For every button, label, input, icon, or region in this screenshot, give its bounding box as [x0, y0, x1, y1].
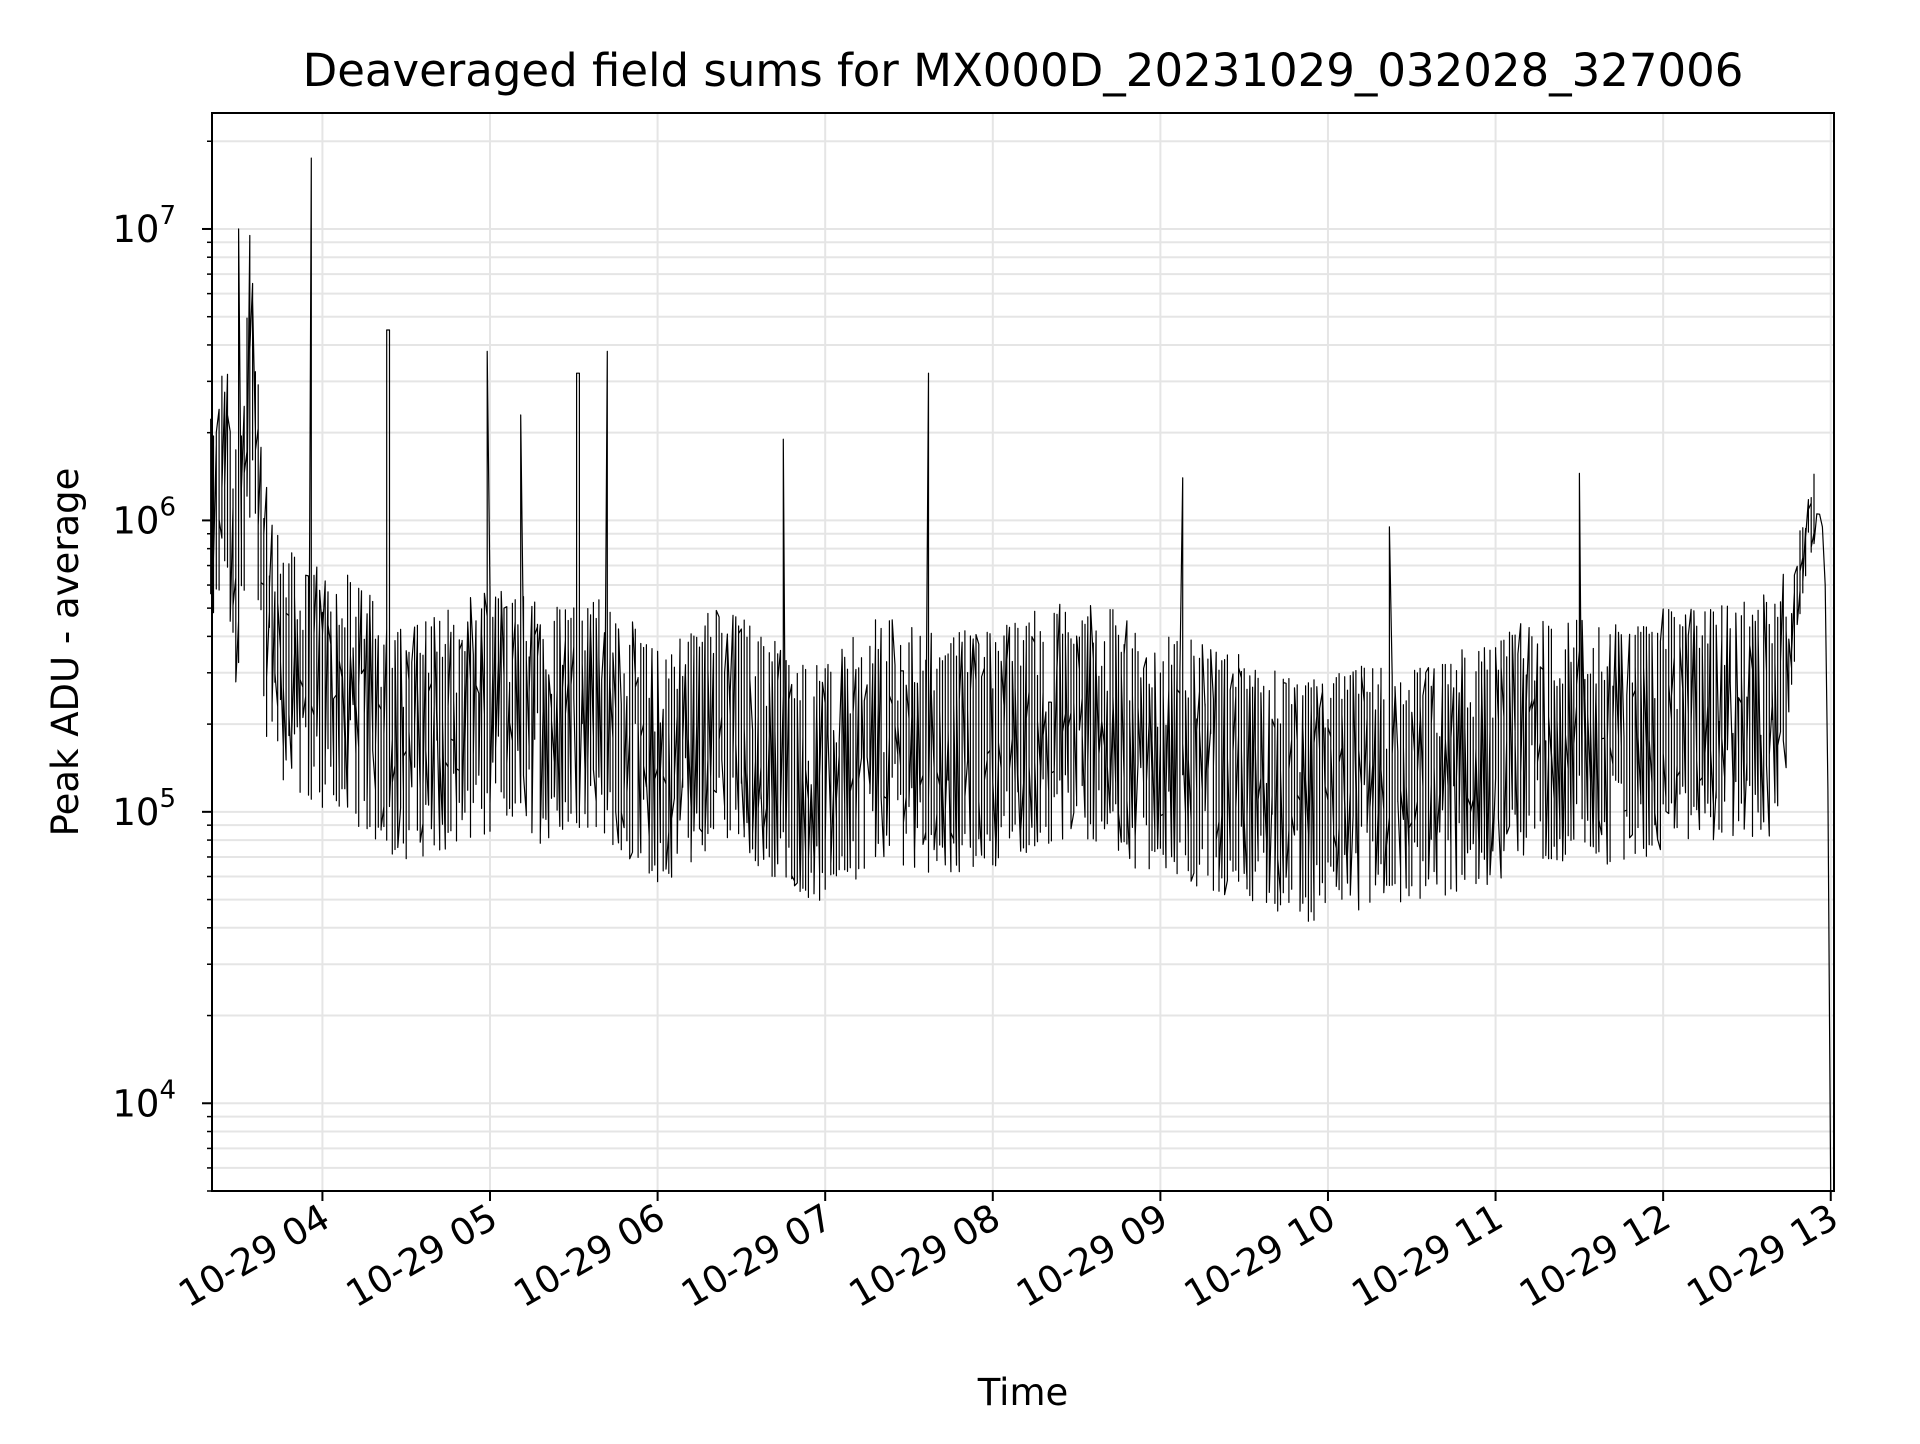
y-tick-label: 107 [112, 201, 176, 251]
chart-title: Deaveraged field sums for MX000D_2023102… [303, 44, 1744, 97]
x-tick-label: 10-29 13 [1680, 1196, 1846, 1316]
x-tick-label: 10-29 07 [674, 1196, 840, 1316]
plot-area [210, 157, 1832, 1192]
x-tick-label: 10-29 08 [842, 1196, 1008, 1316]
x-axis-label: Time [977, 1371, 1069, 1414]
y-axis-label: Peak ADU - average [44, 468, 87, 837]
y-axis: 104 105 106 107 [112, 140, 212, 1192]
series-line [210, 157, 1832, 1192]
y-tick-label: 105 [112, 784, 176, 834]
x-tick-label: 10-29 05 [339, 1196, 505, 1316]
x-tick-label: 10-29 10 [1177, 1196, 1343, 1316]
y-tick-label: 106 [112, 492, 176, 542]
x-tick-label: 10-29 12 [1512, 1196, 1678, 1316]
y-tick-label: 104 [112, 1075, 176, 1125]
x-tick-label: 10-29 09 [1009, 1196, 1175, 1316]
axes-frame [211, 112, 1835, 1192]
x-axis: 10-29 04 10-29 05 10-29 06 10-29 07 10-29 08… [171, 1191, 1845, 1316]
x-tick-label: 10-29 06 [507, 1196, 673, 1316]
x-tick-label: 10-29 04 [171, 1196, 337, 1316]
x-tick-label: 10-29 11 [1344, 1196, 1510, 1316]
